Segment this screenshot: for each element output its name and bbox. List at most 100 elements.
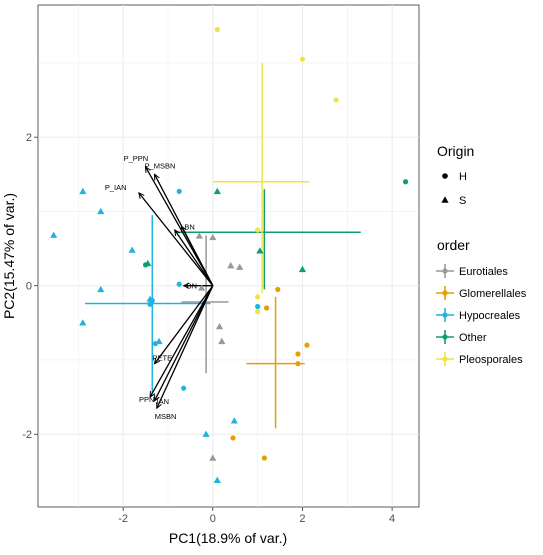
point-triangle	[79, 319, 87, 326]
legend-order-label: Pleosporales	[459, 354, 523, 366]
point-triangle	[213, 476, 221, 483]
x-tick-label: 0	[210, 513, 216, 525]
legend-point-symbol	[442, 268, 448, 274]
loading-arrow-line	[154, 285, 214, 365]
legend-point-symbol	[442, 356, 448, 362]
loading-label: PETE	[153, 354, 173, 363]
loading-arrow-line	[153, 285, 214, 402]
loading-label: MSBN	[155, 412, 177, 421]
loading-label: P_PPN	[124, 154, 149, 163]
legend-origin-label: H	[459, 171, 467, 183]
point-circle	[255, 294, 261, 300]
point-circle	[295, 361, 301, 367]
loading-arrow-line	[174, 229, 214, 287]
legend-circle-symbol	[442, 173, 448, 179]
legend-order-label: Other	[459, 332, 487, 344]
loading-arrow-head	[174, 229, 181, 237]
loading-label: P_MSBN	[145, 161, 176, 170]
point-triangle	[50, 231, 58, 238]
point-triangle	[198, 284, 206, 291]
point-circle	[255, 303, 261, 310]
point-circle	[147, 301, 153, 307]
loading-arrow-line	[156, 285, 214, 409]
point-triangle	[236, 263, 244, 270]
point-circle	[264, 305, 270, 311]
loading-arrow-head	[156, 402, 162, 410]
y-tick-label: -2	[22, 429, 32, 441]
loading-arrow-head	[180, 225, 187, 233]
x-tick-label: 2	[299, 513, 305, 525]
point-circle	[295, 351, 301, 357]
legend-order-label: Hypocreales	[459, 310, 521, 322]
loading-arrow-head	[149, 391, 156, 399]
x-tick-label: -2	[118, 513, 128, 525]
point-circle	[299, 56, 306, 62]
loading-arrow-line	[149, 285, 214, 398]
legend-order-title: order	[437, 237, 470, 253]
point-triangle	[79, 187, 87, 195]
point-circle	[152, 341, 159, 347]
legend-point-symbol	[442, 290, 448, 296]
point-circle	[230, 435, 236, 441]
point-circle	[402, 179, 409, 185]
point-circle	[142, 262, 149, 268]
loading-label: PPN	[139, 395, 154, 404]
loading-arrow-head	[145, 165, 151, 173]
point-triangle	[209, 233, 217, 241]
point-triangle	[97, 285, 105, 293]
point-circle	[304, 342, 310, 348]
point-triangle	[218, 337, 226, 345]
plot-panel	[37, 4, 420, 508]
point-circle	[255, 309, 261, 315]
y-tick-label: 0	[26, 281, 32, 293]
loading-arrow-line	[138, 192, 214, 287]
legend-order-label: Eurotiales	[459, 266, 508, 278]
x-tick-label: 4	[389, 513, 395, 525]
point-circle	[333, 97, 339, 103]
legend-origin-label: S	[459, 195, 466, 207]
loading-arrow-head	[182, 282, 190, 289]
loading-arrow-head	[138, 191, 145, 199]
legend-triangle-symbol	[441, 196, 449, 203]
point-triangle	[128, 246, 136, 253]
y-axis-label: PC2(15.47% of var.)	[1, 193, 17, 319]
loading-arrow-line	[180, 225, 214, 287]
legend-order-label: Glomerellales	[459, 288, 527, 300]
loading-arrow-line	[145, 166, 214, 287]
data-points	[50, 26, 409, 483]
point-triangle	[195, 232, 203, 239]
loading-arrow-head	[153, 357, 161, 365]
x-axis-label: PC1(18.9% of var.)	[169, 530, 287, 546]
loading-label: P_IAN	[105, 183, 127, 192]
legend-origin-title: Origin	[437, 143, 474, 159]
point-triangle	[213, 187, 221, 195]
point-triangle	[256, 247, 264, 254]
y-tick-label: 2	[26, 132, 32, 144]
point-triangle	[230, 417, 238, 424]
legend-point-symbol	[442, 312, 448, 318]
loading-arrow-head	[154, 173, 160, 181]
point-triangle	[202, 430, 210, 437]
point-triangle	[215, 322, 224, 330]
point-triangle	[97, 207, 105, 215]
point-triangle	[209, 454, 217, 461]
point-circle	[176, 281, 182, 287]
point-circle	[255, 227, 261, 233]
loading-label: BN	[184, 222, 194, 231]
point-triangle	[298, 265, 307, 273]
point-circle	[261, 455, 267, 461]
point-circle	[214, 26, 220, 33]
loading-arrow-head	[154, 394, 160, 402]
loading-label: BN	[187, 282, 197, 291]
point-circle	[275, 286, 281, 293]
point-circle	[176, 188, 182, 194]
legend-point-symbol	[442, 334, 448, 340]
axis-ticks: -2 0 2 4 -2 0 2	[22, 132, 395, 525]
point-triangle	[227, 262, 235, 269]
point-circle	[181, 385, 187, 391]
loading-label: IAN	[157, 397, 170, 406]
